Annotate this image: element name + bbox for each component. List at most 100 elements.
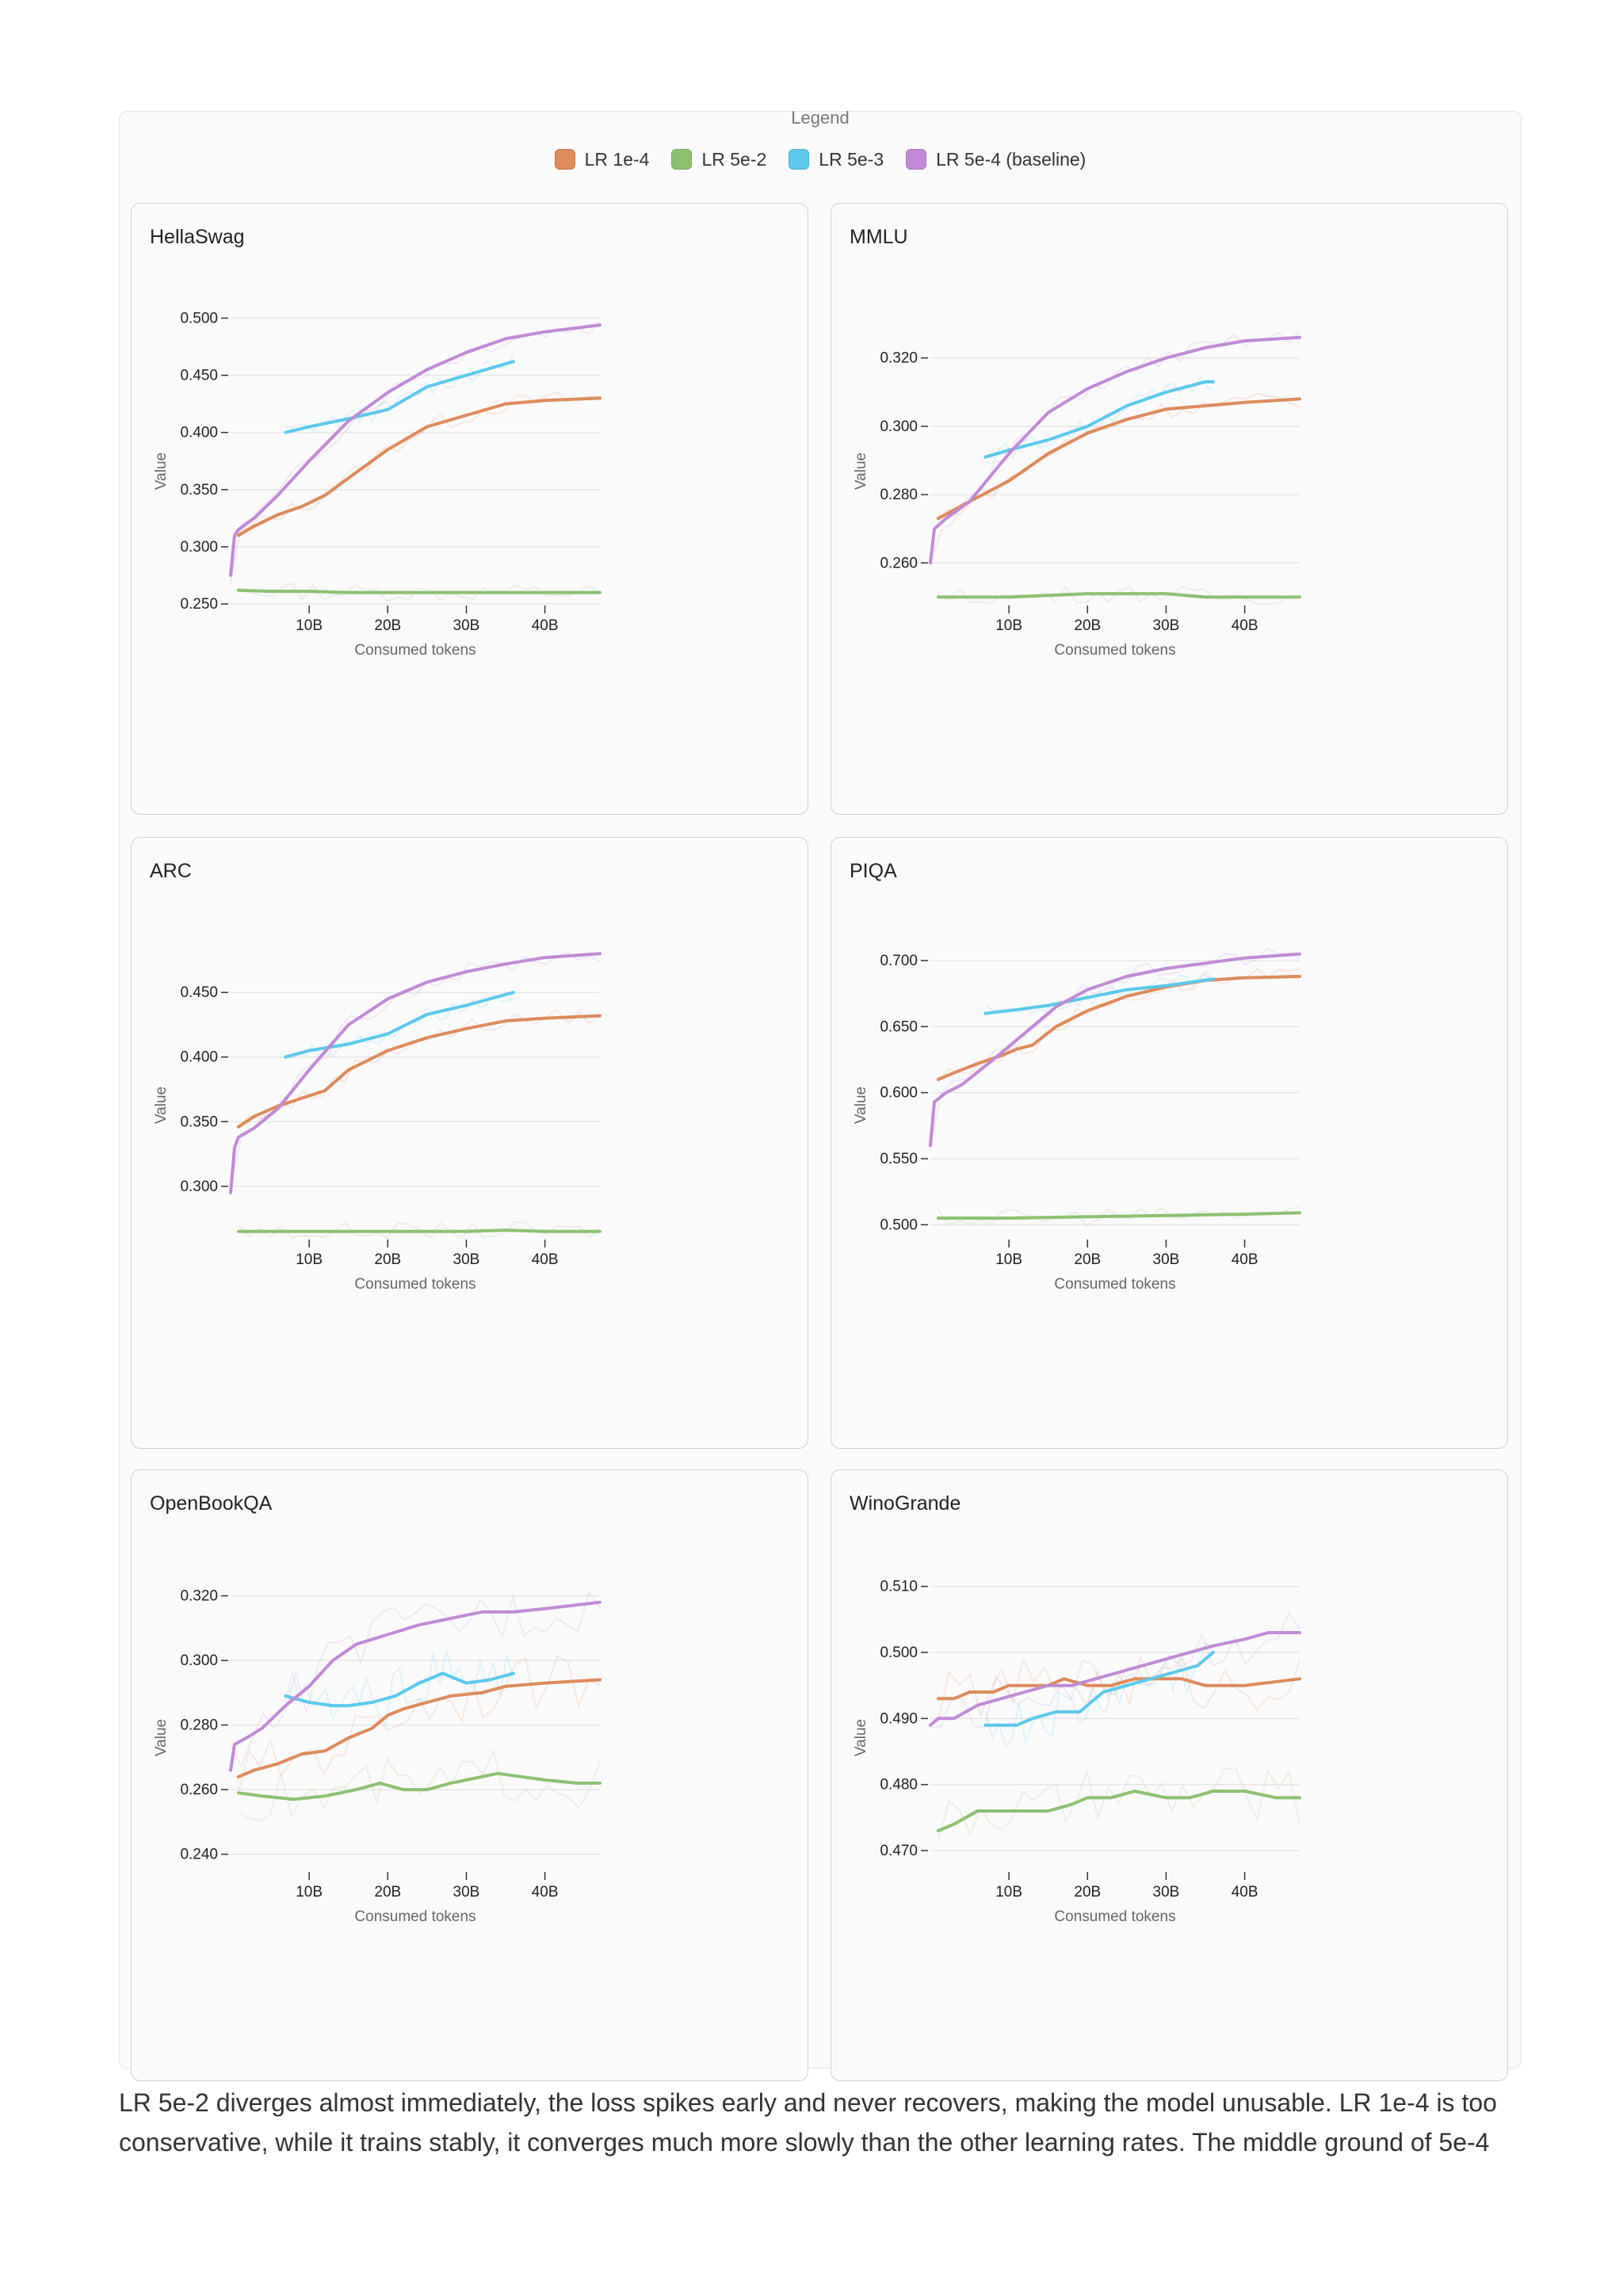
x-axis-title: Consumed tokens (354, 642, 475, 659)
figure-container: Legend LR 1e-4 LR 5e-2 LR 5e-3 LR 5e-4 (bas… (119, 108, 1522, 2081)
legend-item[interactable]: LR 1e-4 (554, 148, 650, 170)
x-tick-label: 40B (1232, 617, 1258, 634)
series-line[interactable] (236, 1771, 601, 1801)
x-tick-label: 20B (1074, 1251, 1101, 1268)
x-axis-title: Consumed tokens (1054, 1908, 1175, 1925)
chart-title: MMLU (850, 226, 908, 248)
x-tick-label: 10B (995, 617, 1022, 634)
y-tick-label: 0.490 (880, 1710, 918, 1727)
legend-item[interactable]: LR 5e-3 (789, 149, 884, 170)
x-tick-label: 10B (296, 1884, 323, 1901)
chart-title: PIQA (850, 860, 897, 882)
x-axis-title: Consumed tokens (1054, 1276, 1175, 1293)
legend-title: Legend (791, 108, 850, 128)
y-tick-label: 0.500 (880, 1645, 918, 1661)
y-tick-label: 0.280 (880, 487, 918, 503)
x-tick-label: 20B (374, 1884, 401, 1901)
y-tick-label: 0.450 (180, 984, 218, 1001)
x-tick-label: 20B (374, 1251, 401, 1268)
x-tick-label: 30B (453, 1251, 480, 1268)
series-line[interactable] (983, 1651, 1215, 1727)
y-tick-label: 0.350 (180, 482, 218, 499)
y-axis-title: Value (853, 1087, 869, 1124)
series-line[interactable] (229, 1600, 601, 1772)
x-tick-label: 10B (296, 1251, 323, 1268)
series-line[interactable] (229, 952, 601, 1194)
x-axis-title: Consumed tokens (354, 1276, 475, 1293)
series-line[interactable] (284, 1671, 515, 1708)
series-line[interactable] (936, 592, 1301, 599)
y-tick-label: 0.400 (180, 425, 218, 441)
raw-series-line (938, 585, 1300, 606)
series-line[interactable] (236, 1014, 601, 1129)
x-tick-label: 10B (995, 1884, 1022, 1901)
series-line[interactable] (929, 335, 1301, 565)
series-line[interactable] (236, 588, 601, 594)
y-tick-label: 0.300 (180, 1652, 218, 1669)
chart-svg: 0.240 0.260 0.280 0.300 0.320 10B 20B 30B 40B Con… (153, 1588, 601, 1925)
x-tick-label: 40B (532, 617, 559, 634)
x-tick-label: 40B (532, 1251, 559, 1268)
y-tick-label: 0.480 (880, 1777, 918, 1794)
raw-series-line (938, 392, 1300, 518)
y-tick-label: 0.300 (880, 418, 918, 435)
raw-series-line (938, 968, 1300, 1083)
raw-series-line (930, 1610, 1300, 1730)
legend-item[interactable]: LR 5e-4 (baseline) (906, 149, 1086, 170)
series-line[interactable] (229, 323, 601, 577)
chart-svg: 0.300 0.350 0.400 0.450 10B 20B 30B 40B Consumed… (153, 951, 601, 1293)
raw-series-line (230, 1590, 601, 1768)
x-tick-label: 30B (453, 1884, 480, 1901)
series-line[interactable] (983, 977, 1215, 1015)
y-tick-label: 0.500 (880, 1217, 918, 1233)
chart-title: ARC (150, 860, 192, 882)
y-tick-label: 0.250 (180, 596, 218, 613)
chart-svg: 0.250 0.300 0.350 0.400 0.450 0.500 10B 20B 30B 4… (153, 310, 601, 659)
chart-svg: 0.260 0.280 0.300 0.320 10B 20B 30B 40B Consumed… (853, 330, 1301, 659)
series-line[interactable] (236, 396, 601, 537)
chart-svg: 0.500 0.550 0.600 0.650 0.700 10B 20B 30B 40B Con… (853, 947, 1301, 1293)
y-axis-title: Value (853, 1719, 869, 1756)
legend-label: LR 5e-2 (701, 148, 767, 170)
series-line[interactable] (236, 1678, 601, 1778)
raw-series-line (238, 582, 601, 602)
chart-panel: PIQA 0.500 0.550 0.600 0.650 0.700 10B 20B 30B 40… (831, 837, 1508, 1449)
y-tick-label: 0.260 (180, 1782, 218, 1798)
series-line[interactable] (284, 360, 515, 434)
legend-label: LR 1e-4 (584, 148, 650, 170)
x-tick-label: 30B (1153, 1251, 1180, 1268)
series-line[interactable] (936, 1677, 1301, 1701)
y-tick-label: 0.600 (880, 1085, 918, 1102)
chart-panel: ARC 0.300 0.350 0.400 0.450 10B 20B 30B 40B Consu… (131, 837, 808, 1449)
series-line[interactable] (936, 1790, 1301, 1832)
y-axis-title: Value (153, 1719, 170, 1756)
x-tick-label: 40B (1232, 1251, 1258, 1268)
x-tick-label: 10B (296, 617, 323, 634)
series-line[interactable] (284, 991, 515, 1059)
y-tick-label: 0.400 (180, 1049, 218, 1066)
y-tick-label: 0.260 (880, 555, 918, 571)
y-axis-title: Value (853, 453, 869, 490)
x-tick-label: 30B (453, 617, 480, 634)
series-line[interactable] (929, 952, 1301, 1148)
y-axis-title: Value (153, 1087, 170, 1124)
series-line[interactable] (936, 1211, 1301, 1220)
legend-label: LR 5e-3 (819, 148, 884, 170)
y-tick-label: 0.470 (880, 1843, 918, 1859)
y-axis-title: Value (153, 453, 170, 490)
chart-svg: 0.470 0.480 0.490 0.500 0.510 10B 20B 30B 40B Con… (853, 1579, 1301, 1925)
raw-series-line (238, 1008, 601, 1129)
legend: LR 1e-4 LR 5e-2 LR 5e-3 LR 5e-4 (baseline) (120, 146, 1521, 173)
y-tick-label: 0.500 (180, 310, 218, 327)
y-tick-label: 0.280 (180, 1717, 218, 1734)
legend-swatch (554, 149, 575, 170)
y-tick-label: 0.650 (880, 1018, 918, 1035)
x-tick-label: 20B (1074, 1884, 1101, 1901)
legend-item[interactable]: LR 5e-2 (671, 149, 766, 170)
chart-panel: MMLU 0.260 0.280 0.300 0.320 10B 20B 30B 40B Cons… (831, 203, 1508, 815)
raw-series-line (285, 353, 514, 434)
series-line[interactable] (929, 1631, 1301, 1727)
series-line[interactable] (236, 1228, 601, 1233)
series-line[interactable] (936, 397, 1301, 521)
x-tick-label: 40B (1232, 1884, 1258, 1901)
